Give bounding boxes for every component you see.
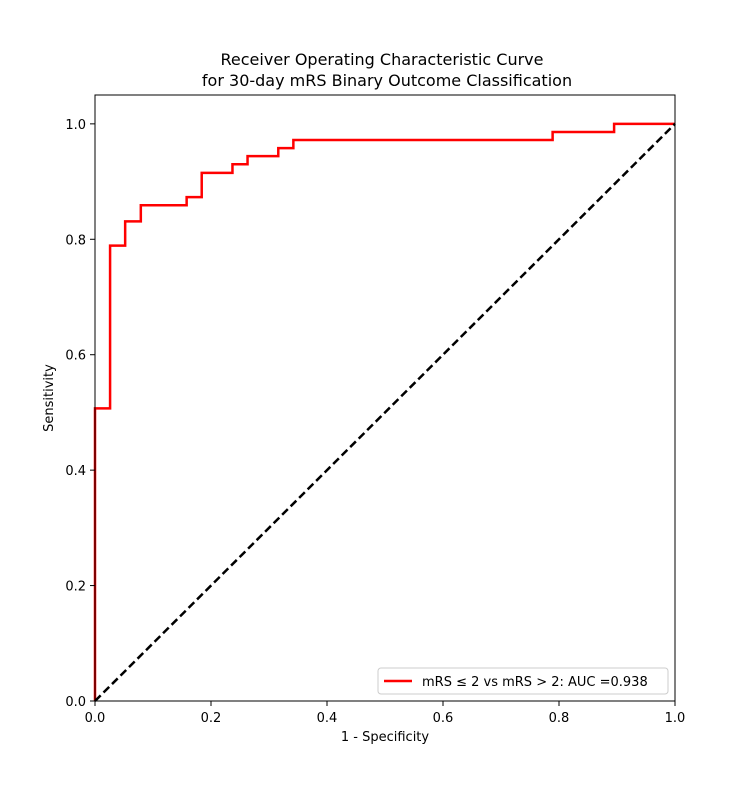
y-axis-label: Sensitivity [42,364,57,432]
y-tick-label: 0.8 [65,233,86,248]
y-tick-label: 0.6 [65,349,86,364]
y-tick-label: 1.0 [65,118,86,133]
x-tick-label: 0.6 [433,711,454,726]
plot-frame [94,94,676,702]
series-layer [93,122,676,702]
legend-label: mRS ≤ 2 vs mRS > 2: AUC =0.938 [422,675,648,690]
y-tick-label: 0.2 [65,580,86,595]
x-axis-ticks: 0.0 0.2 0.4 0.6 0.8 1.0 [85,701,686,726]
x-tick-label: 0.4 [317,711,338,726]
x-tick-label: 0.0 [85,711,106,726]
chart-title-line-1: Receiver Operating Characteristic Curve [221,50,544,69]
chart-title-line-2: for 30-day mRS Binary Outcome Classifica… [202,71,572,90]
y-axis-ticks: 0.0 0.2 0.4 0.6 0.8 1.0 [65,118,95,710]
x-tick-label: 0.2 [201,711,222,726]
chance-diagonal-line [94,122,676,702]
y-tick-label: 0.0 [65,695,86,710]
x-tick-label: 1.0 [665,711,686,726]
legend: mRS ≤ 2 vs mRS > 2: AUC =0.938 [377,667,669,695]
x-axis-label: 1 - Specificity [341,730,430,745]
x-tick-label: 0.8 [549,711,570,726]
chart-title: Receiver Operating Characteristic Curve … [202,50,572,90]
legend-box [377,667,669,695]
y-tick-label: 0.4 [65,464,86,479]
roc-curve-line [93,122,675,701]
plot-area [95,95,675,701]
